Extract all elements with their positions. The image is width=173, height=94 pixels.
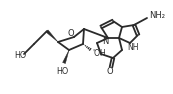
Text: 'OH: 'OH <box>92 50 106 58</box>
Polygon shape <box>46 30 58 42</box>
Text: O: O <box>107 67 113 77</box>
Text: HO: HO <box>14 52 26 61</box>
Text: NH: NH <box>127 44 139 53</box>
Text: N: N <box>102 36 108 45</box>
Text: NH₂: NH₂ <box>149 11 165 20</box>
Text: O: O <box>68 28 74 38</box>
Polygon shape <box>63 50 69 64</box>
Text: HO: HO <box>56 67 68 77</box>
